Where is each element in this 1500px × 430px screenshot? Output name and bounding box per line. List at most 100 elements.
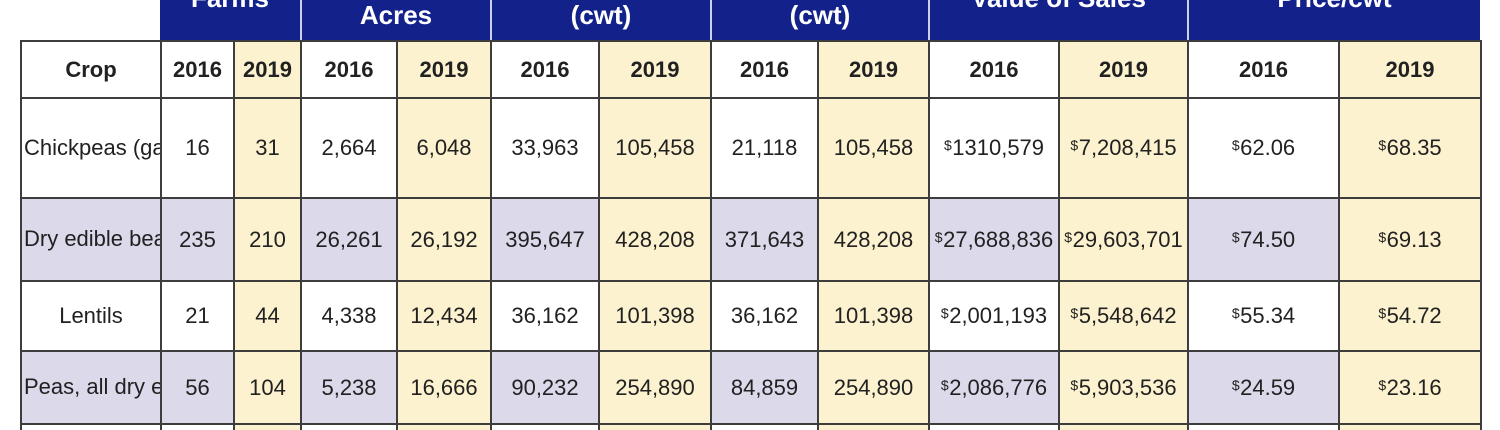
data-cell: 105,458: [817, 97, 930, 199]
data-cell: 16,666: [396, 350, 492, 425]
group-label-value-of-sales: Value of Sales: [930, 0, 1187, 11]
crop-name-cell: Lentils: [20, 280, 162, 352]
data-cell: [710, 423, 819, 430]
data-cell: 56: [160, 350, 235, 425]
data-cell: [1187, 423, 1340, 430]
data-cell: $5,903,536: [1058, 350, 1189, 425]
data-cell: $54.72: [1338, 280, 1482, 352]
dollar-sign: $: [1378, 137, 1387, 153]
data-cell: [160, 423, 235, 430]
year-header-value-2019: 2019: [1058, 40, 1189, 99]
data-cell: 4,338: [300, 280, 398, 352]
data-cell: 5,238: [300, 350, 398, 425]
dollar-sign: $: [1231, 228, 1241, 245]
group-header-production-cwt: (cwt): [490, 0, 710, 40]
crop-header-cell: Crop: [20, 40, 162, 99]
data-cell: $29,603,701: [1058, 197, 1189, 282]
data-cell: [598, 423, 712, 430]
data-cell: [817, 423, 930, 430]
data-cell: $69.13: [1338, 197, 1482, 282]
data-cell: [396, 423, 492, 430]
data-cell: $1310,579: [928, 97, 1060, 199]
table-row: [20, 423, 1482, 430]
crop-name-cell: Peas, all dry edible**: [20, 350, 162, 425]
data-cell: $24.59: [1187, 350, 1340, 425]
table-row: Lentils 21 44 4,338 12,434 36,162 101,398 36,16…: [20, 280, 1482, 352]
year-header-row: Crop 2016 2019 2016 2019 2016 2019 2016 …: [20, 40, 1482, 99]
dollar-sign: $: [1070, 137, 1079, 153]
data-cell: 21: [160, 280, 235, 352]
year-header-value-2016: 2016: [928, 40, 1060, 99]
dollar-sign: $: [1231, 137, 1241, 153]
data-cell: 36,162: [490, 280, 600, 352]
dollar-sign: $: [1070, 376, 1079, 393]
group-label-farms: Farms: [160, 0, 300, 11]
data-cell: 16: [160, 97, 235, 199]
data-cell: $74.50: [1187, 197, 1340, 282]
data-cell: $62.06: [1187, 97, 1340, 199]
year-header-acres-2016: 2016: [300, 40, 398, 99]
group-label-production-cwt: (cwt): [570, 0, 632, 30]
group-header-price-cwt: Price/cwt: [1187, 0, 1480, 40]
data-cell: [300, 423, 398, 430]
data-cell: $5,548,642: [1058, 280, 1189, 352]
data-cell: $55.34: [1187, 280, 1340, 352]
data-cell: 21,118: [710, 97, 819, 199]
data-cell: 2,664: [300, 97, 398, 199]
dollar-sign: $: [934, 228, 944, 245]
data-cell: 210: [233, 197, 302, 282]
dollar-sign: $: [1064, 228, 1073, 245]
year-header-production-2019: 2019: [598, 40, 712, 99]
year-header-production-2016: 2016: [490, 40, 600, 99]
data-cell: $2,086,776: [928, 350, 1060, 425]
dollar-sign: $: [1378, 376, 1387, 393]
data-cell: $7,208,415: [1058, 97, 1189, 199]
group-header-acres: Acres: [300, 0, 490, 40]
group-label-acres: Acres: [359, 0, 433, 30]
data-cell: 105,458: [598, 97, 712, 199]
data-cell: 90,232: [490, 350, 600, 425]
crop-name-cell: Chickpeas (garbanzo), all: [20, 97, 162, 199]
data-cell: 428,208: [817, 197, 930, 282]
data-cell: 395,647: [490, 197, 600, 282]
dollar-sign: $: [1231, 305, 1241, 321]
year-header-acres-2019: 2019: [396, 40, 492, 99]
group-header-value-of-sales: Value of Sales: [928, 0, 1187, 40]
data-cell: 371,643: [710, 197, 819, 282]
data-cell: $23.16: [1338, 350, 1482, 425]
group-label-sales-cwt: (cwt): [789, 0, 851, 30]
data-cell: [490, 423, 600, 430]
year-header-sales-2019: 2019: [817, 40, 930, 99]
data-cell: 6,048: [396, 97, 492, 199]
data-cell: 36,162: [710, 280, 819, 352]
year-header-price-2016: 2016: [1187, 40, 1340, 99]
year-header-sales-2016: 2016: [710, 40, 819, 99]
data-cell: 428,208: [598, 197, 712, 282]
dollar-sign: $: [1070, 305, 1079, 321]
data-cell: 44: [233, 280, 302, 352]
data-cell: $68.35: [1338, 97, 1482, 199]
table-row: Dry edible beans, all*23521026,26126,192…: [20, 197, 1482, 282]
group-header-farms: Farms: [160, 0, 300, 40]
dollar-sign: $: [1378, 228, 1387, 245]
dollar-sign: $: [943, 137, 953, 153]
dollar-sign: $: [1231, 376, 1241, 393]
year-header-price-2019: 2019: [1338, 40, 1482, 99]
dollar-sign: $: [940, 305, 950, 321]
data-cell: 26,192: [396, 197, 492, 282]
data-cell: 101,398: [598, 280, 712, 352]
dollar-sign: $: [1378, 305, 1387, 321]
data-cell: [1058, 423, 1189, 430]
data-cell: 31: [233, 97, 302, 199]
data-cell: [233, 423, 302, 430]
data-cell: 12,434: [396, 280, 492, 352]
table-row: Peas, all dry edible**561045,23816,66690…: [20, 350, 1482, 425]
data-cell: $27,688,836: [928, 197, 1060, 282]
group-label-price-cwt: Price/cwt: [1189, 0, 1480, 11]
data-cell: 33,963: [490, 97, 600, 199]
data-cell: 104: [233, 350, 302, 425]
group-header-band: Farms Acres (cwt) (cwt) Value of Sales P…: [160, 0, 1480, 40]
table-row: Chickpeas (garbanzo), all16312,6646,0483…: [20, 97, 1482, 199]
data-cell: 26,261: [300, 197, 398, 282]
